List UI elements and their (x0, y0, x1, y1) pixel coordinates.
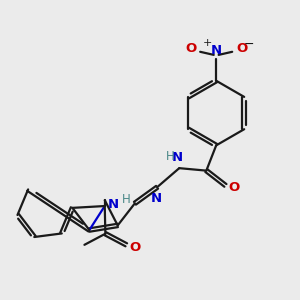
Text: N: N (172, 151, 183, 164)
Text: H: H (122, 193, 131, 206)
Text: +: + (203, 38, 213, 48)
Text: O: O (236, 42, 247, 55)
Text: −: − (244, 38, 254, 51)
Text: O: O (229, 182, 240, 194)
Text: O: O (185, 42, 196, 55)
Text: N: N (151, 192, 162, 205)
Text: O: O (129, 241, 141, 254)
Text: N: N (211, 44, 222, 57)
Text: N: N (108, 198, 119, 211)
Text: H: H (166, 150, 175, 163)
